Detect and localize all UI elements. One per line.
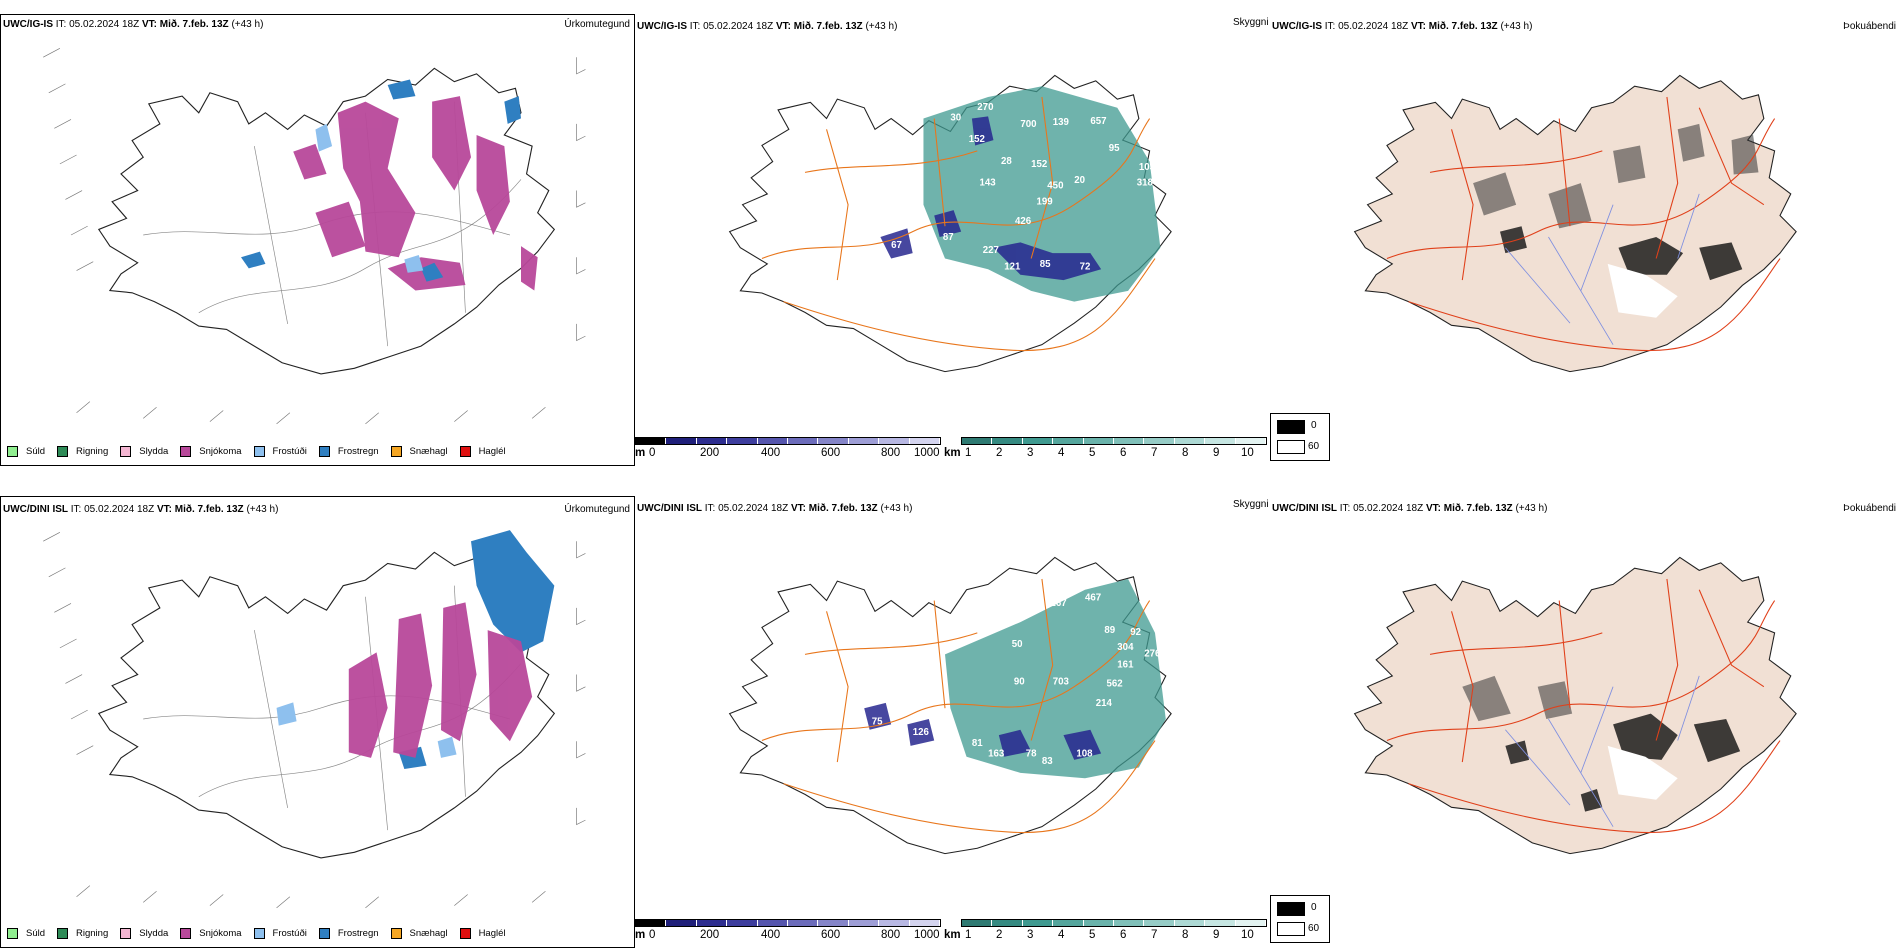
svg-text:318: 318 [1137, 177, 1154, 188]
svg-text:28: 28 [1001, 156, 1012, 167]
svg-text:81: 81 [972, 738, 983, 749]
fog-panel-top: UWC/IG-IS IT: 05.02.2024 18Z VT: Mið. 7.… [1270, 14, 1900, 466]
legend-item: Frostregn [318, 446, 379, 457]
panel-title: Úrkomutegund [564, 19, 630, 30]
precip-panel-top: UWC/IG-IS IT: 05.02.2024 18Z VT: Mið. 7.… [0, 14, 635, 466]
svg-text:467: 467 [1085, 593, 1101, 604]
svg-text:700: 700 [1020, 119, 1036, 130]
svg-text:163: 163 [988, 749, 1005, 760]
panel-title: Þokuábendi [1843, 21, 1896, 32]
legend-item: Haglél [459, 928, 506, 939]
legend-item: Frostúði [253, 446, 307, 457]
precip-map[interactable] [21, 519, 621, 919]
legend-item: Snjókoma [180, 928, 242, 939]
panel-header: UWC/IG-IS IT: 05.02.2024 18Z VT: Mið. 7.… [637, 21, 898, 32]
precip-map[interactable] [21, 35, 621, 435]
fog-legend-top: 0 60 [1270, 413, 1330, 461]
visibility-map[interactable]: 267 467 89 92 304 276 161 50 90 703 562 … [665, 524, 1225, 914]
svg-text:152: 152 [1031, 159, 1047, 170]
svg-text:267: 267 [1051, 598, 1067, 609]
svg-text:276: 276 [1144, 649, 1161, 660]
visibility-panel-bottom: UWC/DINI ISL IT: 05.02.2024 18Z VT: Mið.… [635, 496, 1270, 948]
svg-text:83: 83 [1042, 756, 1053, 767]
visibility-map[interactable]: 270 700 139 657 30 152 28 143 152 450 20… [665, 42, 1225, 432]
svg-text:90: 90 [1014, 677, 1025, 688]
svg-text:143: 143 [979, 177, 996, 188]
svg-text:152: 152 [969, 134, 985, 145]
precip-legend: Súld Rigning Slydda Snjókoma Frostúði Fr… [7, 928, 518, 939]
svg-text:42: 42 [850, 738, 861, 749]
fog-legend-bottom: 0 60 [1270, 895, 1330, 943]
legend-item: Frostúði [253, 928, 307, 939]
legend-item: Snæhagl [390, 446, 448, 457]
panel-header: UWC/DINI ISL IT: 05.02.2024 18Z VT: Mið.… [1272, 503, 1548, 514]
svg-text:227: 227 [983, 245, 999, 256]
panel-title: Skyggni [1233, 499, 1269, 510]
svg-text:450: 450 [1047, 181, 1063, 192]
svg-text:304: 304 [1117, 642, 1134, 653]
svg-text:199: 199 [1037, 197, 1054, 208]
fog-map[interactable] [1290, 524, 1850, 914]
precip-panel-bottom: UWC/DINI ISL IT: 05.02.2024 18Z VT: Mið.… [0, 496, 635, 948]
svg-text:85: 85 [1040, 259, 1051, 270]
fog-map[interactable] [1290, 42, 1850, 432]
svg-text:270: 270 [977, 102, 993, 113]
panel-header: UWC/IG-IS IT: 05.02.2024 18Z VT: Mið. 7.… [3, 19, 264, 30]
svg-text:89: 89 [1104, 625, 1115, 636]
panel-header: UWC/DINI ISL IT: 05.02.2024 18Z VT: Mið.… [637, 503, 913, 514]
svg-text:126: 126 [913, 727, 930, 738]
svg-text:30: 30 [950, 113, 961, 124]
svg-text:214: 214 [1096, 698, 1113, 709]
legend-item: Slydda [120, 928, 168, 939]
legend-item: Slydda [120, 446, 168, 457]
legend-item: Súld [7, 928, 45, 939]
svg-text:103: 103 [1139, 162, 1156, 173]
svg-text:72: 72 [1080, 261, 1091, 272]
panel-header: UWC/IG-IS IT: 05.02.2024 18Z VT: Mið. 7.… [1272, 21, 1533, 32]
svg-text:75: 75 [872, 716, 883, 727]
panel-title: Úrkomutegund [564, 504, 630, 515]
svg-text:78: 78 [1026, 749, 1037, 760]
fog-panel-bottom: UWC/DINI ISL IT: 05.02.2024 18Z VT: Mið.… [1270, 496, 1900, 948]
svg-text:67: 67 [891, 240, 902, 251]
legend-item: Haglél [459, 446, 506, 457]
precip-legend: Súld Rigning Slydda Snjókoma Frostúði Fr… [7, 446, 518, 457]
svg-text:121: 121 [1004, 261, 1021, 272]
svg-text:562: 562 [1107, 679, 1123, 690]
svg-text:20: 20 [1074, 175, 1085, 186]
legend-item: Rigning [57, 446, 108, 457]
legend-item: Snjókoma [180, 446, 242, 457]
legend-item: Rigning [57, 928, 108, 939]
svg-text:95: 95 [1109, 143, 1120, 154]
panel-title: Þokuábendi [1843, 503, 1896, 514]
svg-text:123: 123 [783, 277, 800, 288]
svg-text:139: 139 [1053, 117, 1070, 128]
panel-header: UWC/DINI ISL IT: 05.02.2024 18Z VT: Mið.… [3, 504, 279, 515]
legend-item: Súld [7, 446, 45, 457]
svg-text:116: 116 [853, 267, 869, 278]
svg-text:426: 426 [1015, 216, 1032, 227]
panel-title: Skyggni [1233, 17, 1269, 28]
svg-text:92: 92 [1130, 627, 1141, 638]
legend-item: Frostregn [318, 928, 379, 939]
svg-text:657: 657 [1090, 116, 1106, 127]
svg-text:50: 50 [1012, 639, 1023, 650]
svg-text:703: 703 [1053, 677, 1070, 688]
visibility-panel-top: UWC/IG-IS IT: 05.02.2024 18Z VT: Mið. 7.… [635, 14, 1270, 466]
svg-text:12: 12 [907, 261, 918, 272]
svg-text:108: 108 [1076, 749, 1093, 760]
svg-text:87: 87 [943, 232, 954, 243]
svg-text:161: 161 [1117, 659, 1134, 670]
legend-item: Snæhagl [390, 928, 448, 939]
